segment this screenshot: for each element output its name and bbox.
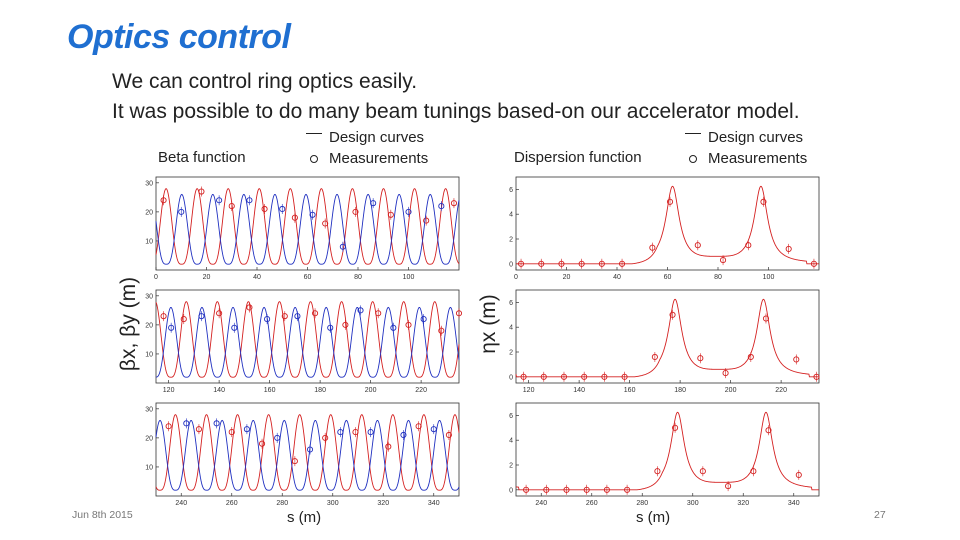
x-tick-label: 40 — [253, 274, 261, 281]
x-tick-label: 260 — [226, 500, 238, 507]
y-tick-label: 20 — [145, 322, 153, 329]
circle-legend-icon — [305, 152, 323, 166]
eta_x-design-curve — [516, 185, 819, 265]
x-tick-label: 60 — [664, 274, 672, 281]
x-tick-label: 80 — [714, 274, 722, 281]
beta_y-design-curve — [155, 193, 460, 265]
y-tick-label: 10 — [145, 464, 153, 471]
subplot-frame — [155, 289, 460, 384]
x-tick-label: 120 — [523, 387, 535, 394]
y-tick-label: 0 — [509, 487, 513, 494]
beta-xlabel: s (m) — [287, 509, 322, 526]
y-tick-label: 4 — [509, 212, 513, 219]
y-tick-label: 30 — [145, 180, 153, 187]
y-tick-label: 10 — [145, 351, 153, 358]
beta_x-design-curve — [155, 188, 460, 265]
slide-title: Optics control — [67, 18, 291, 56]
x-tick-label: 220 — [775, 387, 787, 394]
x-tick-label: 220 — [415, 387, 427, 394]
x-tick-label: 180 — [314, 387, 326, 394]
intro-line-1: We can control ring optics easily. — [112, 70, 418, 93]
subplot-frame — [515, 176, 820, 271]
page-number: 27 — [874, 509, 886, 521]
y-tick-label: 30 — [145, 293, 153, 300]
footer-date: Jun 8th 2015 — [72, 509, 133, 521]
y-tick-label: 4 — [509, 438, 513, 445]
subplot-3: 10 20 30 240 260 280 300 320 340 — [145, 402, 460, 507]
x-tick-label: 20 — [563, 274, 571, 281]
x-tick-label: 0 — [514, 274, 518, 281]
x-tick-label: 320 — [737, 500, 749, 507]
dispersion-function-label: Dispersion function — [514, 149, 642, 166]
x-tick-label: 40 — [613, 274, 621, 281]
x-tick-label: 300 — [327, 500, 339, 507]
x-tick-label: 280 — [276, 500, 288, 507]
beta_y-design-curve — [155, 419, 460, 491]
y-tick-label: 0 — [509, 261, 513, 268]
beta-ylabel: βx, βy (m) — [117, 276, 140, 372]
x-tick-label: 200 — [365, 387, 377, 394]
line-legend-icon — [305, 131, 323, 145]
dispersion-ylabel: ηx (m) — [477, 294, 500, 354]
y-tick-label: 2 — [509, 463, 513, 470]
subplot-1: 10 20 30 0 20 40 60 80 100 — [145, 176, 460, 281]
x-tick-label: 140 — [573, 387, 585, 394]
y-tick-label: 10 — [145, 238, 153, 245]
y-tick-label: 20 — [145, 209, 153, 216]
subplot-3: 0 2 4 6 240 260 280 300 320 340 — [509, 402, 820, 507]
x-tick-label: 20 — [203, 274, 211, 281]
x-tick-label: 160 — [624, 387, 636, 394]
x-tick-label: 80 — [354, 274, 362, 281]
x-tick-label: 160 — [264, 387, 276, 394]
beta_y-design-curve — [155, 306, 460, 378]
y-tick-label: 6 — [509, 187, 513, 194]
dispersion-legend: Design curves Measurements — [684, 127, 807, 169]
x-tick-label: 0 — [154, 274, 158, 281]
beta-legend: Design curves Measurements — [305, 127, 428, 169]
circle-legend-icon — [684, 152, 702, 166]
x-tick-label: 340 — [428, 500, 440, 507]
x-tick-label: 300 — [687, 500, 699, 507]
x-tick-label: 100 — [763, 274, 775, 281]
y-tick-label: 4 — [509, 325, 513, 332]
y-tick-label: 6 — [509, 413, 513, 420]
x-tick-label: 180 — [674, 387, 686, 394]
subplot-2: 0 2 4 6 120 140 160 180 200 220 — [509, 289, 820, 394]
x-tick-label: 140 — [213, 387, 225, 394]
beta-function-label: Beta function — [158, 149, 246, 166]
y-tick-label: 2 — [509, 237, 513, 244]
beta-legend-measurements: Measurements — [329, 150, 429, 167]
y-tick-label: 30 — [145, 406, 153, 413]
x-tick-label: 240 — [175, 500, 187, 507]
x-tick-label: 200 — [725, 387, 737, 394]
subplot-2: 10 20 30 120 140 160 180 200 220 — [145, 289, 463, 394]
x-tick-label: 320 — [377, 500, 389, 507]
x-tick-label: 60 — [304, 274, 312, 281]
dispersion-legend-measurements: Measurements — [708, 150, 808, 167]
x-tick-label: 340 — [788, 500, 800, 507]
y-tick-label: 0 — [509, 374, 513, 381]
dispersion-xlabel: s (m) — [636, 509, 671, 526]
dispersion-legend-curves: Design curves — [708, 129, 804, 146]
y-tick-label: 6 — [509, 300, 513, 307]
x-tick-label: 100 — [403, 274, 415, 281]
x-tick-label: 240 — [535, 500, 547, 507]
intro-line-2: It was possible to do many beam tunings … — [112, 100, 800, 123]
line-legend-icon — [684, 131, 702, 145]
x-tick-label: 260 — [586, 500, 598, 507]
y-tick-label: 20 — [145, 435, 153, 442]
beta-legend-curves: Design curves — [329, 129, 425, 146]
x-tick-label: 280 — [636, 500, 648, 507]
x-tick-label: 120 — [163, 387, 175, 394]
y-tick-label: 2 — [509, 350, 513, 357]
